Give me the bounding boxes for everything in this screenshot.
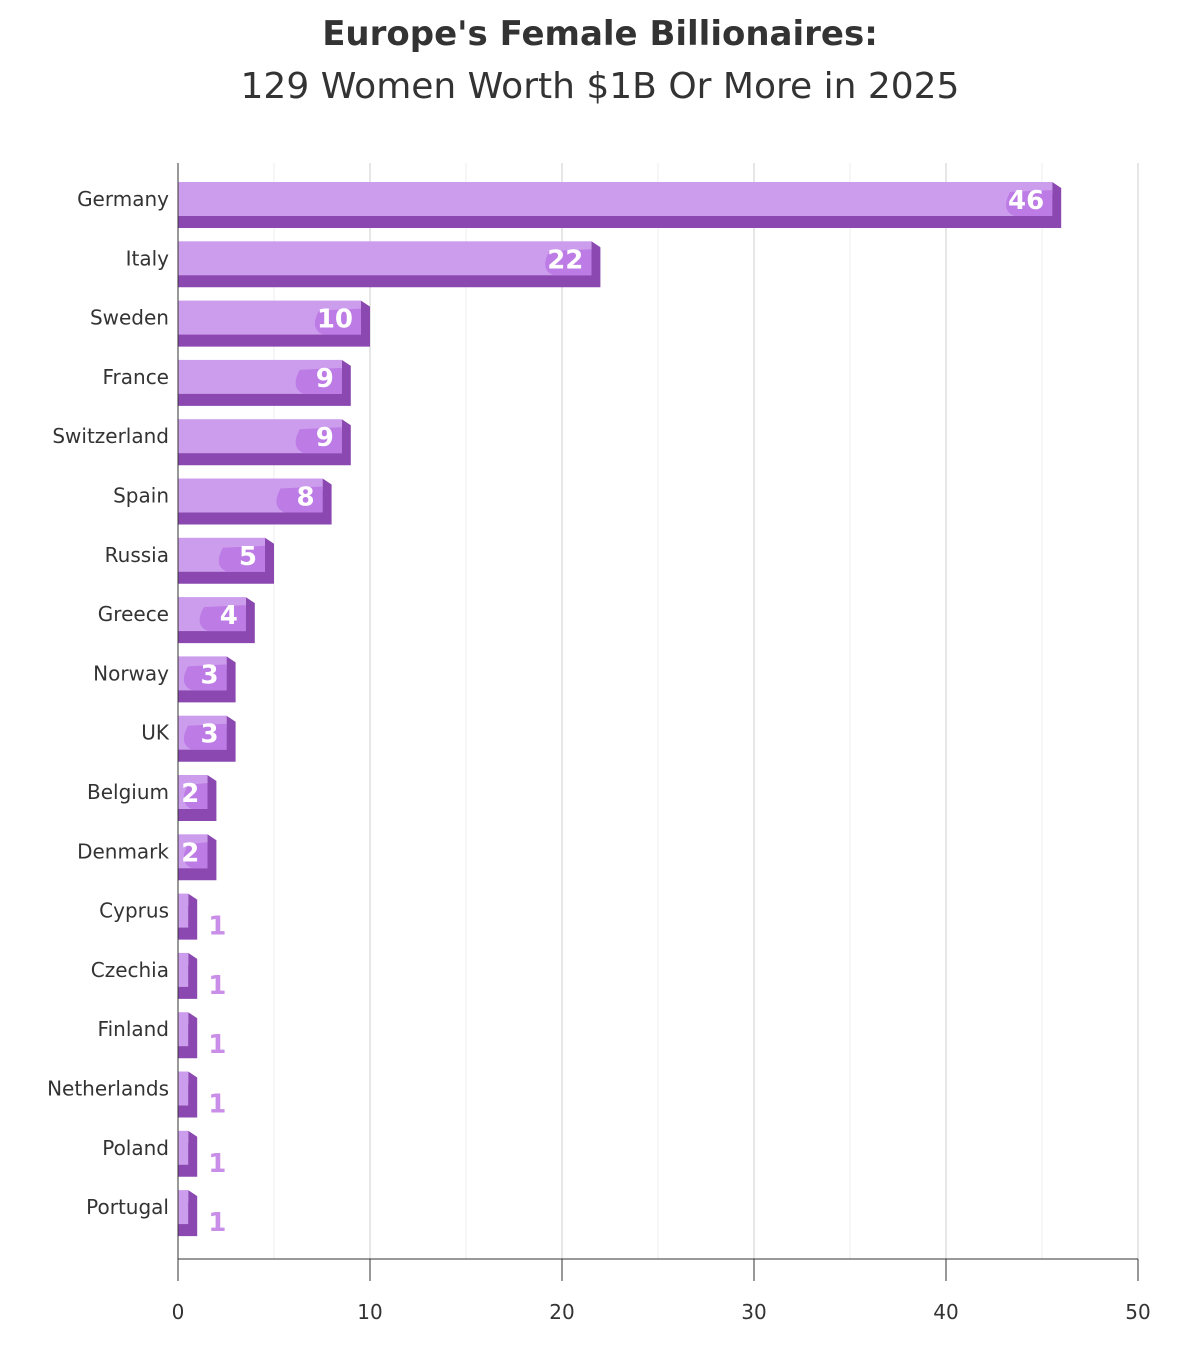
data-label: 22: [547, 245, 583, 275]
data-label: 3: [201, 720, 219, 750]
bar-accent: [199, 605, 246, 632]
category-label: Denmark: [77, 839, 169, 863]
data-label: 4: [220, 601, 238, 631]
data-label: 9: [316, 364, 334, 394]
data-label: 8: [297, 483, 315, 513]
x-tick-label: 20: [549, 1300, 574, 1324]
data-label: 1: [208, 1208, 226, 1238]
data-label: 1: [208, 971, 226, 1001]
bar-czechia: [178, 952, 189, 987]
category-label: Germany: [77, 187, 169, 211]
bar-italy: [178, 241, 592, 276]
bar-cyprus: [178, 893, 189, 928]
bar-accent: [183, 723, 227, 750]
x-tick-label: 0: [172, 1300, 185, 1324]
data-label: 5: [239, 542, 257, 572]
bar-accent: [183, 842, 208, 869]
data-label: 1: [208, 1090, 226, 1120]
bar-accent: [218, 545, 265, 572]
data-label: 9: [316, 423, 334, 453]
data-label: 46: [1008, 186, 1044, 216]
category-label: Norway: [93, 661, 169, 685]
data-label: 10: [317, 305, 353, 335]
category-label: Spain: [113, 484, 169, 508]
bar-germany: [178, 182, 1053, 216]
category-label: Russia: [105, 543, 169, 567]
category-label: Poland: [102, 1136, 169, 1160]
category-label: Belgium: [87, 780, 169, 804]
category-label: Portugal: [86, 1195, 169, 1219]
data-label: 1: [208, 1149, 226, 1179]
category-label: France: [102, 365, 169, 389]
category-label: Sweden: [90, 306, 169, 330]
chart-subtitle: 129 Women Worth $1B Or More in 2025: [240, 66, 960, 107]
data-label: 3: [201, 660, 219, 690]
category-label: Netherlands: [47, 1077, 169, 1101]
category-label: Finland: [98, 1017, 169, 1041]
category-label: UK: [141, 721, 170, 745]
category-label: Italy: [126, 246, 170, 270]
category-label: Greece: [98, 602, 169, 626]
x-tick-label: 10: [357, 1300, 382, 1324]
bar-accent: [276, 486, 323, 513]
category-label: Cyprus: [99, 899, 169, 923]
bar-poland: [178, 1130, 189, 1165]
category-label: Switzerland: [52, 424, 169, 448]
data-label: 2: [181, 779, 199, 809]
bar-portugal: [178, 1190, 189, 1225]
x-tick-label: 40: [933, 1300, 958, 1324]
category-label: Czechia: [91, 958, 169, 982]
bar-finland: [178, 1012, 189, 1047]
bar-accent: [183, 664, 227, 691]
x-tick-label: 50: [1125, 1300, 1150, 1324]
bar-netherlands: [178, 1071, 189, 1106]
bar-accent: [314, 308, 361, 335]
bar-accent: [295, 427, 342, 454]
bar-accent: [295, 367, 342, 394]
chart-title: Europe's Female Billionaires:: [322, 14, 878, 54]
data-label: 1: [208, 912, 226, 942]
data-label: 1: [208, 1030, 226, 1060]
bar-accent: [1006, 190, 1053, 216]
x-tick-label: 30: [741, 1300, 766, 1324]
bar-accent: [545, 249, 592, 276]
data-label: 2: [181, 838, 199, 868]
bar-accent: [183, 783, 208, 809]
